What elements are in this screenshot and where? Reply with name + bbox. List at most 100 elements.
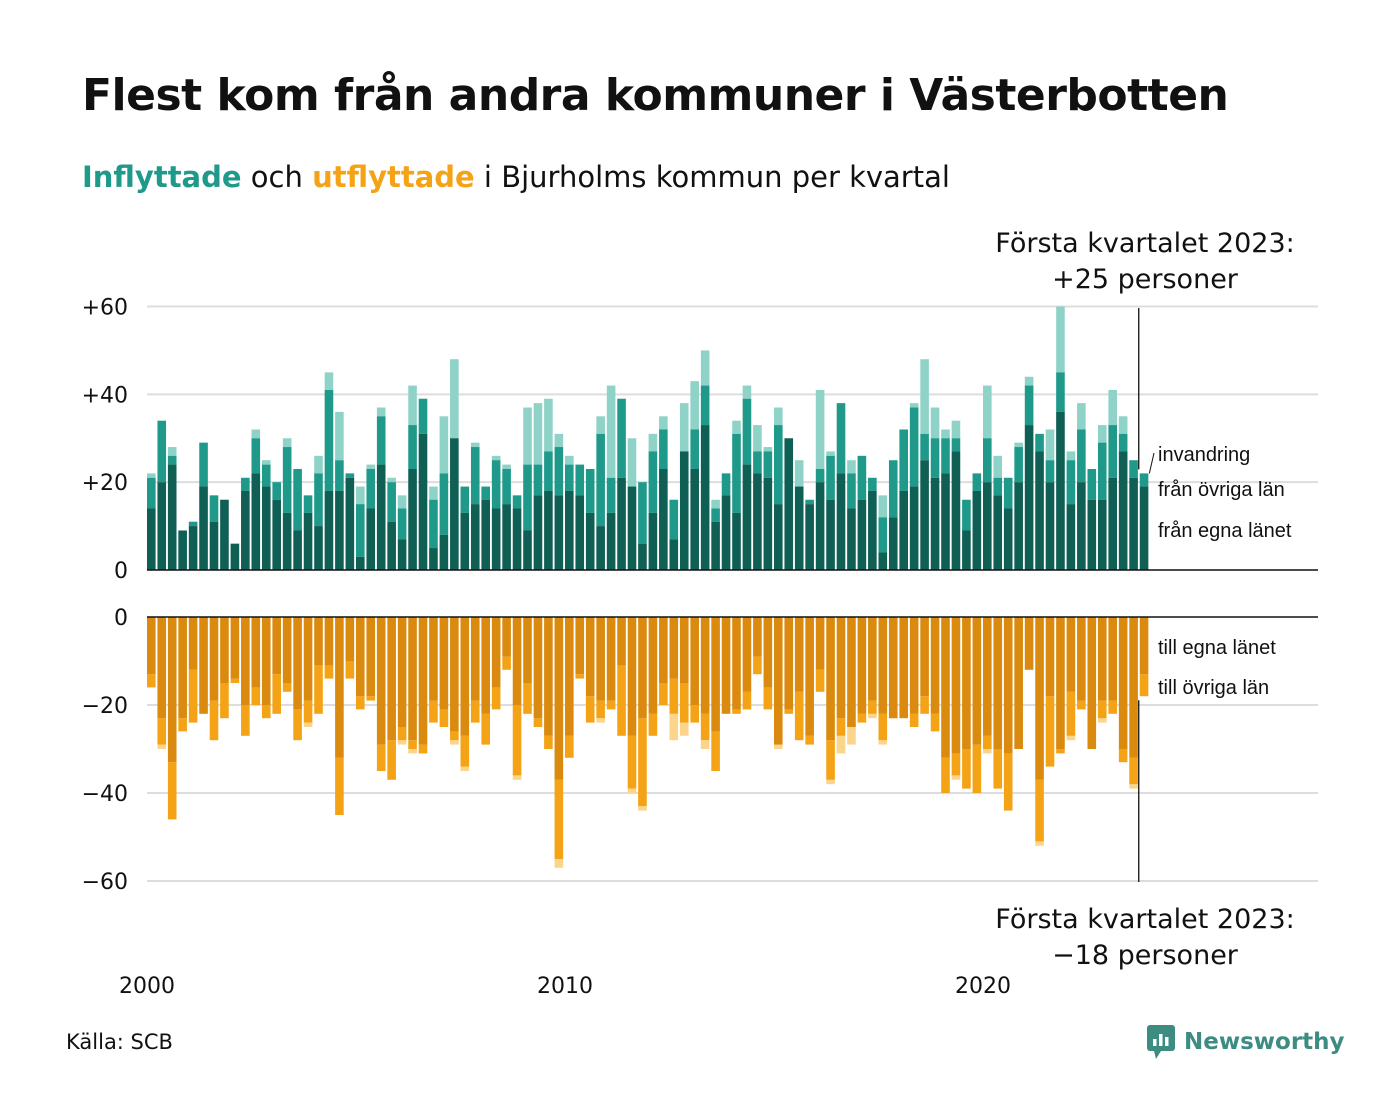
bar-fran-ovriga-lan bbox=[617, 398, 626, 478]
annotation-utflyttade-line2: −18 personer bbox=[1052, 940, 1238, 971]
bar-invandring bbox=[470, 442, 480, 448]
bar-fran-egna-lanet bbox=[1003, 508, 1013, 570]
bar-till-ovriga-lan bbox=[1118, 749, 1128, 763]
bar-invandring bbox=[1077, 403, 1086, 430]
bar-invandring bbox=[659, 416, 668, 430]
bar-fran-ovriga-lan bbox=[742, 398, 752, 465]
bar-till-egna-lanet bbox=[272, 617, 281, 675]
bar-fran-egna-lanet bbox=[251, 473, 261, 570]
bar-invandring bbox=[826, 451, 835, 456]
bar-fran-egna-lanet bbox=[1056, 411, 1065, 570]
bar-till-ovriga-lan bbox=[920, 696, 929, 714]
series-label-fran-egna-lanet: från egna länet bbox=[1158, 520, 1292, 542]
bar-fran-ovriga-lan bbox=[826, 455, 835, 500]
bar-fran-egna-lanet bbox=[753, 473, 762, 570]
bar-fran-egna-lanet bbox=[470, 504, 480, 570]
bar-invandring bbox=[627, 438, 637, 487]
bar-fran-ovriga-lan bbox=[962, 499, 971, 531]
bar-till-egna-lanet bbox=[878, 617, 888, 714]
bar-till-ovriga-lan bbox=[815, 669, 825, 692]
bar-till-ovriga-lan bbox=[251, 687, 261, 705]
bar-till-egna-lanet bbox=[1035, 617, 1044, 780]
bar-utvandring bbox=[554, 859, 564, 868]
bar-invandring bbox=[742, 385, 752, 399]
bar-fran-ovriga-lan bbox=[1014, 447, 1023, 483]
bar-fran-ovriga-lan bbox=[847, 473, 856, 509]
y-tick-bottom: −60 bbox=[82, 870, 128, 895]
bar-till-ovriga-lan bbox=[690, 705, 699, 723]
bar-fran-egna-lanet bbox=[272, 499, 281, 570]
bar-fran-ovriga-lan bbox=[565, 464, 574, 491]
bar-fran-ovriga-lan bbox=[1097, 442, 1107, 500]
bar-till-ovriga-lan bbox=[930, 713, 940, 732]
bar-till-ovriga-lan bbox=[951, 753, 961, 776]
bar-till-egna-lanet bbox=[826, 617, 835, 741]
bar-invandring bbox=[533, 403, 543, 465]
bar-fran-egna-lanet bbox=[157, 482, 167, 570]
bar-fran-egna-lanet bbox=[282, 512, 292, 570]
annotation-utflyttade-line1: Första kvartalet 2023: bbox=[995, 904, 1295, 935]
bar-fran-ovriga-lan bbox=[533, 464, 543, 496]
bar-till-egna-lanet bbox=[784, 617, 794, 710]
bar-till-egna-lanet bbox=[941, 617, 950, 758]
brand-logo: Newsworthy bbox=[1146, 1024, 1345, 1060]
bar-till-egna-lanet bbox=[920, 617, 929, 697]
bar-till-egna-lanet bbox=[1129, 617, 1138, 758]
bar-fran-ovriga-lan bbox=[1129, 460, 1138, 478]
bar-till-egna-lanet bbox=[575, 617, 585, 675]
bar-fran-egna-lanet bbox=[512, 508, 522, 570]
bar-till-egna-lanet bbox=[909, 617, 919, 714]
bar-invandring bbox=[794, 460, 804, 487]
bar-till-ovriga-lan bbox=[857, 713, 867, 723]
bar-till-ovriga-lan bbox=[356, 696, 365, 710]
bar-till-ovriga-lan bbox=[439, 709, 449, 727]
source-note: Källa: SCB bbox=[66, 1030, 173, 1054]
bar-utvandring bbox=[679, 722, 689, 736]
bar-fran-egna-lanet bbox=[376, 464, 386, 570]
bar-invandring bbox=[282, 438, 292, 448]
bar-fran-egna-lanet bbox=[408, 468, 417, 570]
bar-till-egna-lanet bbox=[491, 617, 501, 688]
bar-fran-ovriga-lan bbox=[941, 438, 950, 474]
bar-till-egna-lanet bbox=[376, 617, 386, 745]
bar-till-ovriga-lan bbox=[450, 731, 459, 741]
bar-fran-ovriga-lan bbox=[554, 447, 564, 496]
bar-till-ovriga-lan bbox=[376, 744, 386, 771]
bar-till-egna-lanet bbox=[659, 617, 668, 683]
bar-fran-egna-lanet bbox=[1118, 451, 1128, 570]
bar-fran-egna-lanet bbox=[774, 504, 783, 570]
bar-till-egna-lanet bbox=[387, 617, 396, 741]
bar-fran-ovriga-lan bbox=[575, 464, 585, 496]
bar-till-egna-lanet bbox=[899, 617, 908, 719]
bar-invandring bbox=[366, 464, 376, 469]
bar-fran-egna-lanet bbox=[868, 490, 877, 570]
bar-till-egna-lanet bbox=[282, 617, 292, 683]
bar-invandring bbox=[1024, 376, 1034, 386]
bar-till-egna-lanet bbox=[220, 617, 229, 683]
bar-fran-ovriga-lan bbox=[763, 451, 773, 478]
bar-till-egna-lanet bbox=[1066, 617, 1076, 692]
bar-invandring bbox=[951, 420, 961, 439]
bar-till-egna-lanet bbox=[847, 617, 856, 727]
bar-till-egna-lanet bbox=[408, 617, 417, 741]
bar-utvandring bbox=[303, 722, 313, 727]
bar-invandring bbox=[147, 473, 156, 478]
bar-till-egna-lanet bbox=[930, 617, 940, 714]
bar-fran-ovriga-lan bbox=[721, 473, 731, 496]
bar-fran-egna-lanet bbox=[721, 495, 731, 570]
bar-till-egna-lanet bbox=[1024, 617, 1034, 670]
bar-utvandring bbox=[1066, 735, 1076, 741]
bar-fran-ovriga-lan bbox=[366, 468, 376, 509]
bar-fran-egna-lanet bbox=[523, 530, 532, 570]
bar-fran-ovriga-lan bbox=[1118, 433, 1128, 452]
bar-fran-egna-lanet bbox=[993, 495, 1003, 570]
bar-fran-egna-lanet bbox=[899, 490, 908, 570]
bar-utvandring bbox=[157, 744, 167, 749]
y-tick-top: +60 bbox=[82, 296, 128, 321]
bar-invandring bbox=[450, 359, 459, 439]
bar-till-egna-lanet bbox=[481, 617, 490, 714]
bar-till-ovriga-lan bbox=[763, 687, 773, 710]
series-label-till-ovriga-lan: till övriga län bbox=[1158, 677, 1269, 699]
bar-till-egna-lanet bbox=[1014, 617, 1023, 749]
bar-fran-egna-lanet bbox=[565, 490, 574, 570]
